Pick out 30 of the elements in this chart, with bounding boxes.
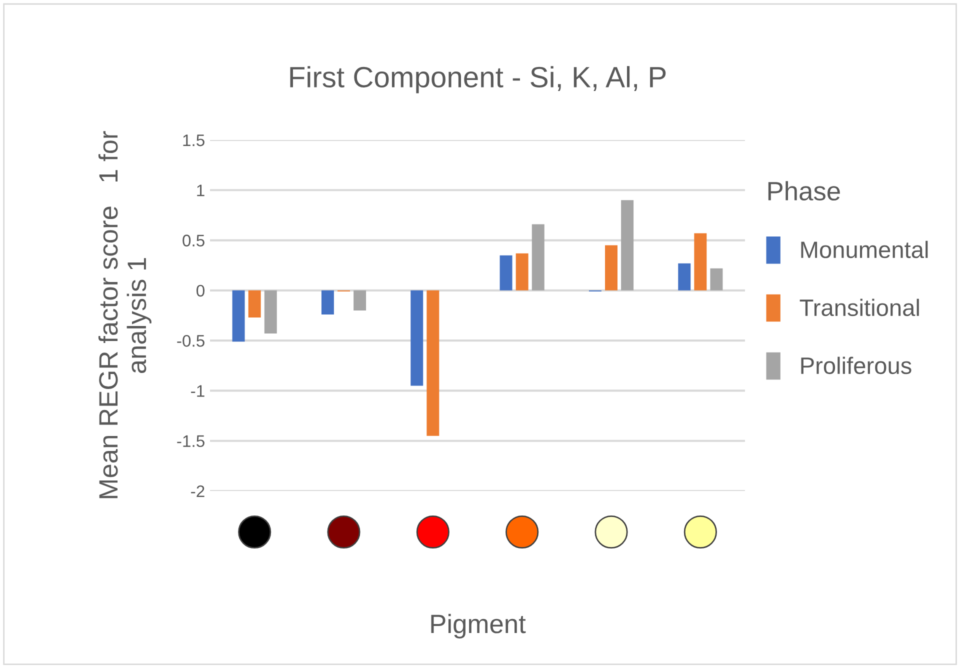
y-tick-label: -2	[191, 485, 204, 498]
chart-title: First Component - Si, K, Al, P	[290, 66, 666, 94]
bar	[710, 268, 723, 290]
y-tick-label: 0	[196, 284, 204, 297]
x-axis-title: Pigment	[431, 614, 526, 639]
bar	[605, 245, 618, 290]
y-tick-label: -0.5	[177, 334, 204, 347]
bar	[532, 224, 544, 290]
bar	[232, 290, 245, 342]
legend-label: Proliferous	[801, 356, 912, 374]
bar	[500, 255, 512, 290]
y-tick-label: 0.5	[182, 234, 204, 246]
bar	[321, 290, 334, 314]
bar	[678, 263, 691, 290]
bar	[264, 290, 277, 334]
y-tick-label: -1	[191, 385, 204, 397]
y-tick-label: -1.5	[177, 435, 204, 448]
bar	[410, 290, 424, 386]
y-axis-title: Mean REGR factor score 1 for analysis 1	[98, 131, 152, 498]
bar	[248, 290, 261, 318]
bar	[516, 253, 528, 290]
legend-label: Monumental	[801, 240, 928, 258]
legend-title: Phase	[768, 181, 840, 201]
y-tick-label: 1.5	[183, 134, 204, 146]
bar	[621, 200, 634, 290]
legend-label: Transitional	[800, 298, 919, 316]
y-tick-label: 1	[197, 184, 204, 196]
bar	[426, 290, 440, 436]
bar	[694, 233, 707, 290]
bar	[354, 290, 366, 310]
